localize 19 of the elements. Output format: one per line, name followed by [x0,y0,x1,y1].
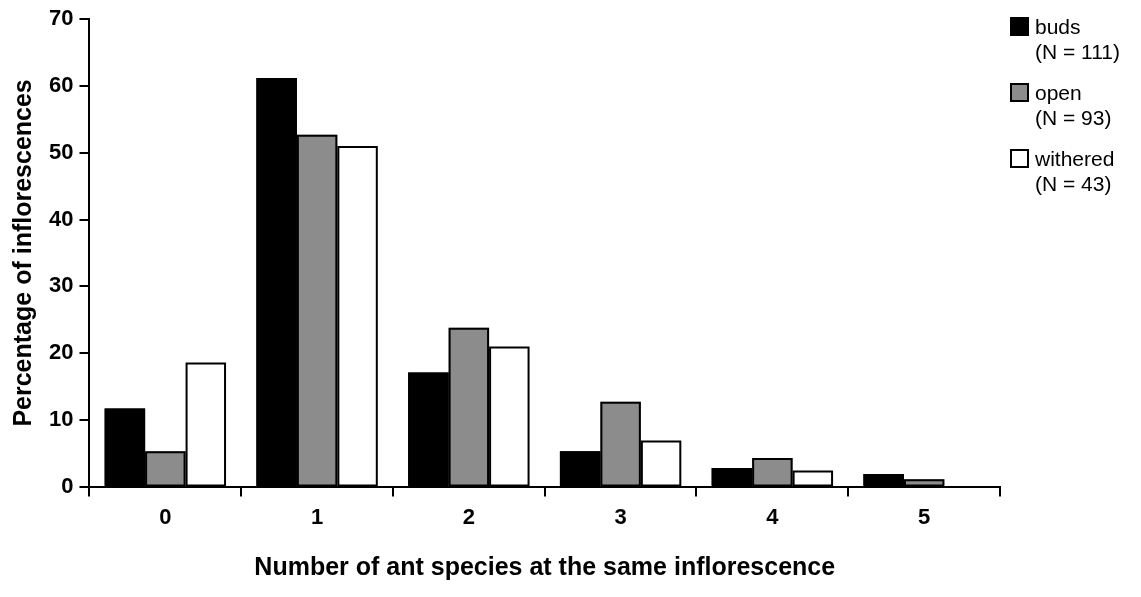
y-tick-label: 30 [48,272,74,298]
y-axis-title: Percentage of inflorescences [7,79,36,427]
x-tick-label: 2 [462,503,475,529]
x-tick-label: 3 [614,503,627,529]
legend-label: open (N = 93) [1035,80,1112,130]
y-tick-label: 0 [61,472,74,498]
y-tick-label: 10 [48,405,74,431]
x-tick-label: 5 [918,503,931,529]
y-tick-label: 20 [48,339,74,365]
x-tick-label: 1 [310,503,324,529]
legend-label: buds (N = 111) [1035,14,1121,64]
x-tick-label: 4 [766,503,780,529]
y-tick-label: 70 [48,5,74,31]
y-tick-label: 50 [48,138,74,164]
x-tick-label: 0 [159,503,172,529]
legend-label: withered (N = 43) [1035,146,1115,196]
x-axis-title: Number of ant species at the same inflorescence [254,551,836,580]
y-tick-label: 60 [48,72,74,98]
y-tick-label: 40 [48,205,74,231]
